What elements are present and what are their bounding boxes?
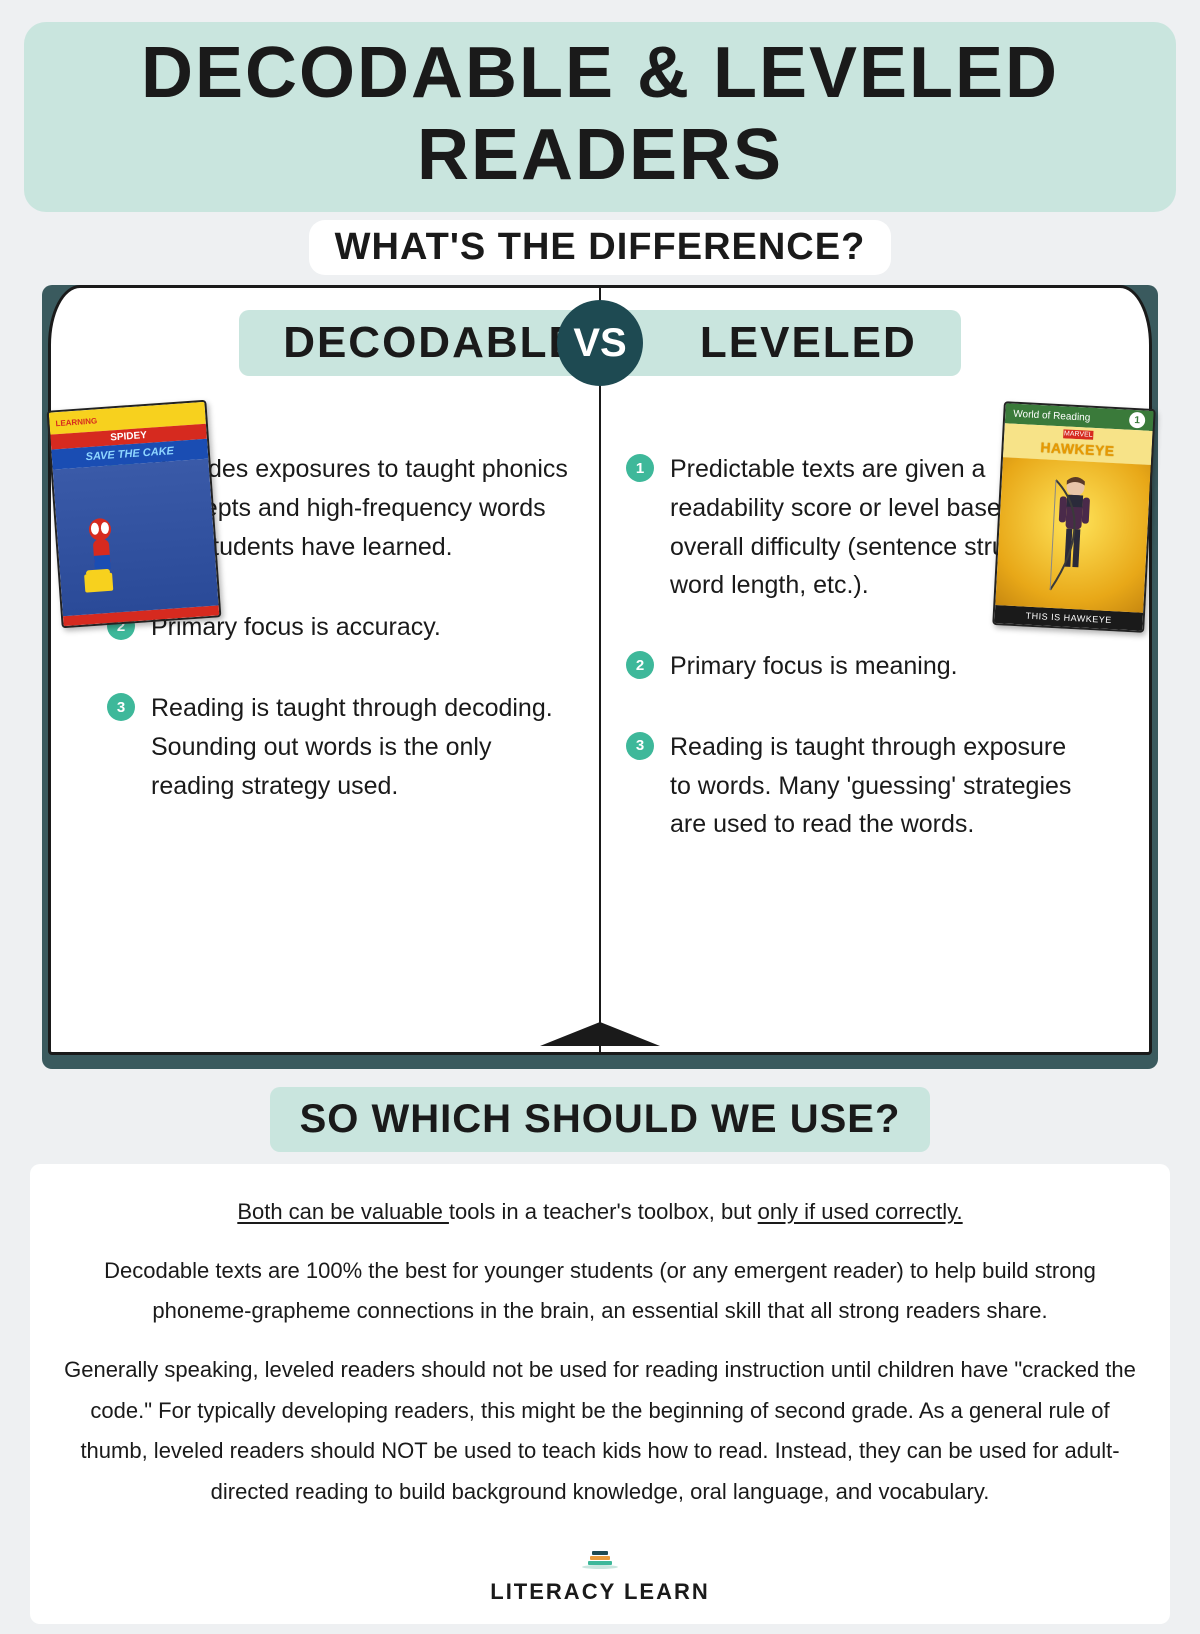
books-stack-icon bbox=[580, 1542, 620, 1562]
number-badge: 2 bbox=[626, 651, 654, 679]
item-text: Reading is taught through decoding. Soun… bbox=[151, 689, 574, 805]
number-badge: 3 bbox=[107, 693, 135, 721]
number-badge: 3 bbox=[626, 732, 654, 760]
item-text: Primary focus is meaning. bbox=[670, 647, 958, 686]
subtitle: WHAT'S THE DIFFERENCE? bbox=[309, 220, 892, 275]
section-title-which: SO WHICH SHOULD WE USE? bbox=[270, 1087, 931, 1152]
number-badge: 1 bbox=[626, 454, 654, 482]
hawkeye-icon bbox=[1030, 469, 1117, 603]
book-cover-leveled: World of Reading 1 MARVEL HAWKEYE bbox=[992, 401, 1156, 633]
list-item: 2 Primary focus is meaning. bbox=[626, 647, 1093, 686]
lead-mid: tools in a teacher's toolbox, but bbox=[449, 1199, 758, 1224]
vs-badge: VS bbox=[557, 300, 643, 386]
open-book: DECODABLE VS LEVELED 1 Provides exposure… bbox=[42, 285, 1158, 1069]
cover-top-label: World of Reading bbox=[1013, 408, 1091, 423]
cover-level-badge: 1 bbox=[1129, 412, 1146, 429]
underline-text: Both can be valuable bbox=[237, 1199, 449, 1224]
brand-footer: LITERACY LEARN bbox=[60, 1531, 1140, 1612]
column-title-leveled: LEVELED bbox=[640, 310, 961, 376]
list-item: 3 Reading is taught through decoding. So… bbox=[107, 689, 574, 805]
lead-sentence: Both can be valuable tools in a teacher'… bbox=[60, 1192, 1140, 1233]
main-title: DECODABLE & LEVELED READERS bbox=[24, 22, 1176, 212]
item-text: Reading is taught through exposure to wo… bbox=[670, 728, 1093, 844]
book-cover-decodable: LEARNING SPIDEY SAVE THE CAKE bbox=[47, 400, 222, 629]
list-item: 3 Reading is taught through exposure to … bbox=[626, 728, 1093, 844]
brand-name: LITERACY LEARN bbox=[490, 1579, 710, 1604]
paragraph: Decodable texts are 100% the best for yo… bbox=[60, 1251, 1140, 1332]
section-body: Both can be valuable tools in a teacher'… bbox=[30, 1164, 1170, 1624]
paragraph: Generally speaking, leveled readers shou… bbox=[60, 1350, 1140, 1513]
spidey-icon bbox=[74, 514, 130, 607]
underline-text: only if used correctly. bbox=[758, 1199, 963, 1224]
book-spine-icon bbox=[540, 1016, 660, 1046]
